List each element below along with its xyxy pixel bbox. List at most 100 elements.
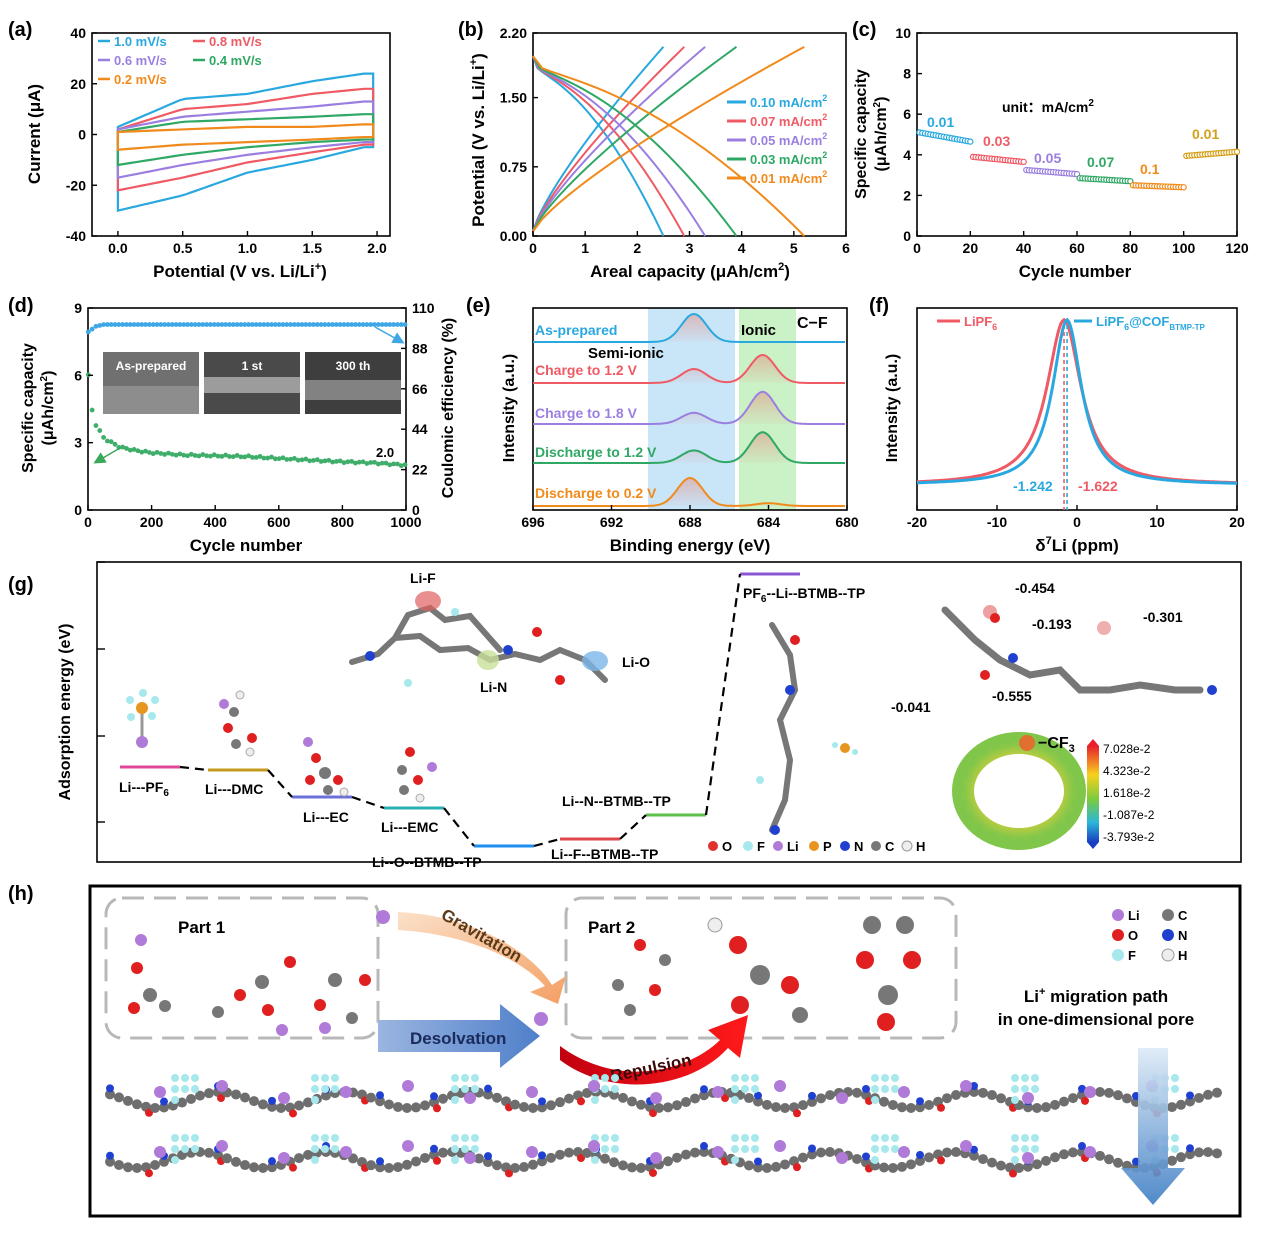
efficiency-point [387,322,393,327]
spectrum-line-5 [533,476,845,507]
cof-f-atom [181,1145,189,1153]
a-ytick-label: 40 [70,25,86,41]
cof-n-atom [1186,1144,1194,1153]
sem-inset-2-label: 1 st [242,359,263,373]
capacity-point [215,453,221,459]
rate-label-5: 0.1 [1140,161,1160,177]
cof-atom [105,1089,115,1100]
rate-label-6: 0.01 [1192,126,1219,142]
panel-b-xlabel: Areal capacity (μAh/cm2) [590,261,790,281]
efficiency-point [166,322,171,327]
cof-atom [240,1092,250,1103]
f-xtick-label: 0 [1073,514,1081,530]
part2-label: Part 2 [588,918,635,937]
cof-atom [897,1161,907,1172]
cof-f-atom [1011,1156,1019,1164]
efficiency-point [211,322,217,327]
capacity-point [101,435,106,440]
atom-legend-g: O F Li P N C H [708,839,925,854]
level-label-4: Li---EMC [381,819,439,835]
cof-o-atom [505,1169,513,1178]
efficiency-point [89,326,95,332]
cof-atom [663,1102,673,1113]
capacity-point [280,455,286,461]
efficiency-point [104,322,110,327]
cof-o-atom [937,1156,945,1165]
efficiency-point [402,322,408,327]
cof-f-atom [471,1134,479,1142]
cof-f-atom [871,1156,879,1164]
region-semi-ionic: Semi-ionic [588,345,664,362]
efficiency-point [326,322,332,327]
cof-f-atom [1011,1134,1019,1142]
c-xtick-label: 120 [1225,240,1249,256]
efficiency-point [150,322,156,327]
bond-li-n: Li-N [480,679,507,695]
capacity-point [192,453,198,458]
cof-atom [438,1147,448,1158]
cof-f-atom [1171,1134,1179,1142]
cof-n-atom [484,1152,492,1161]
colorbar-labels: 7.028e-2 4.323e-2 1.618e-2 -1.087e-2 -3.… [1103,742,1155,844]
panel-b: (b) 0 1 2 3 4 5 62.201.500.750.00 0.10 mA/cm20… [458,19,850,281]
cof-atom [1104,1087,1114,1098]
cof-f-atom [461,1074,469,1082]
cof-atom [303,1149,313,1160]
cof-atom [636,1162,646,1173]
legend-b-3: 0.05 mA/cm2 [750,131,827,148]
efficiency-point [295,322,301,327]
capacity-point [227,454,232,459]
cof-f-atom [1031,1085,1039,1093]
efficiency-point [379,322,385,327]
capacity-point [261,455,267,461]
level-labels: Li---PF6 Li---DMC Li---EC Li---EMC Li--O… [119,585,865,870]
efficiency-point [120,322,126,327]
capacity-point [112,441,118,447]
capacity-point [253,455,259,460]
cof-atom [1023,1161,1033,1172]
panel-d-insets: As-prepared 1 st 300 th [103,352,401,414]
cof-f-atom [881,1074,889,1082]
capacity-point [234,453,240,458]
cof-o-atom [289,1109,297,1118]
cof-o-atom [577,1154,585,1163]
d-right-ytick-label: 88 [412,340,428,356]
cof-atom [969,1150,979,1161]
efficiency-point [280,322,286,327]
capacity-point [276,456,282,462]
efficiency-point [196,322,202,327]
cof-n-atom [862,1152,870,1161]
cof-atom [510,1099,520,1110]
efficiency-point [303,322,309,327]
capacity-point [311,457,316,463]
efficiency-point [219,322,225,327]
c-ytick-label: 2 [903,187,911,203]
nmr-curve-2 [916,318,1237,485]
cof-atom [114,1159,124,1170]
efficiency-point [188,322,194,327]
capacity-point [158,451,164,456]
cof-atom [825,1090,835,1101]
cof-n-atom [754,1157,762,1166]
cof-atom [951,1089,961,1100]
legend-f-2: LiPF6@COFBTMP-TP [1096,314,1206,332]
cof-f-atom [451,1145,459,1153]
cof-f-atom [451,1134,459,1142]
cof-n-atom [808,1091,816,1100]
cof-n-atom [376,1091,384,1100]
capacity-point [303,456,309,462]
cof-atom [258,1162,268,1173]
rate-point [967,138,974,145]
cof-li-ion [464,1152,476,1164]
cof-li-ion [836,1092,848,1104]
d-xtick-label: 400 [204,514,228,530]
cof-atom [231,1156,241,1167]
cof-atom [1194,1147,1204,1158]
capacity-point [162,452,168,457]
capacity-point [127,447,133,453]
d-right-ytick-label: 22 [412,462,428,478]
cof-atom [150,1159,160,1170]
cof-atom [609,1157,619,1168]
cof-f-atom [741,1134,749,1142]
